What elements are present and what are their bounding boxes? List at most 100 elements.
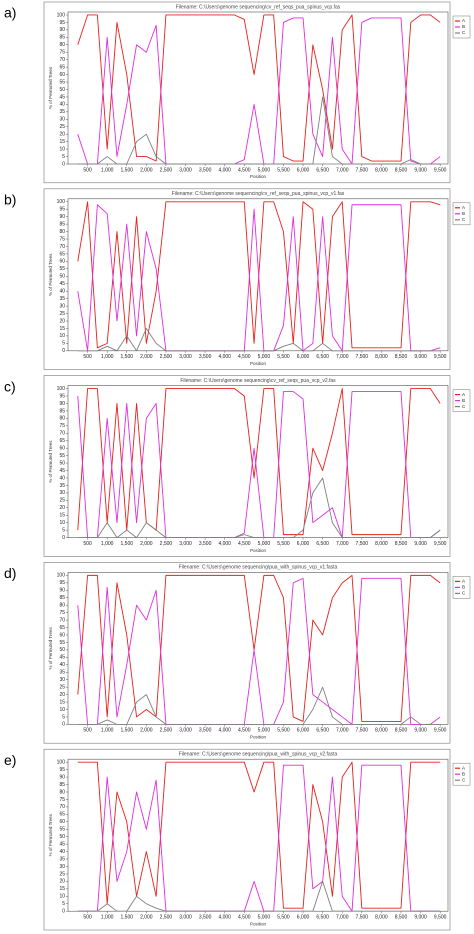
y-tick-label: 85: [59, 35, 65, 41]
y-axis-label: % of Permuted Trees: [48, 627, 53, 670]
panel-frame: [43, 375, 451, 557]
x-tick-label: 1,500: [121, 354, 134, 360]
panel: c) Filename: C:\Users\genome sequencing\c…: [4, 375, 471, 557]
x-tick-label: 5,000: [258, 915, 271, 921]
x-tick-label: 500: [83, 728, 92, 734]
chart-title: Filename: C:\Users\genome sequencing\cv_…: [180, 378, 336, 384]
x-tick-label: 8,500: [395, 915, 408, 921]
x-tick-label: 500: [83, 167, 92, 173]
y-tick-label: 15: [59, 886, 65, 892]
legend-label: A: [462, 765, 465, 770]
x-tick-label: 7,000: [336, 541, 349, 547]
y-tick-label: 40: [59, 662, 65, 668]
x-tick-label: 6,000: [297, 354, 310, 360]
y-tick-label: 15: [59, 326, 65, 332]
x-tick-label: 1,000: [101, 915, 114, 921]
x-tick-label: 2,500: [160, 541, 173, 547]
y-tick-label: 75: [59, 423, 65, 429]
chart-title: Filename: C:\Users\genome sequencing\pua…: [179, 752, 338, 758]
y-tick-label: 25: [59, 124, 65, 130]
panel: d) Filename: C:\Users\genome sequencing\p…: [4, 562, 471, 744]
y-tick-label: 80: [59, 416, 65, 422]
x-tick-label: 4,000: [218, 915, 231, 921]
y-tick-label: 60: [59, 259, 65, 265]
y-tick-label: 25: [59, 498, 65, 504]
y-tick-label: 85: [59, 408, 65, 414]
panel-frame: [43, 188, 451, 370]
y-tick-label: 90: [59, 27, 65, 33]
y-tick-label: 90: [59, 588, 65, 594]
x-tick-label: 7,000: [336, 354, 349, 360]
y-tick-label: 35: [59, 296, 65, 302]
x-tick-label: 9,500: [434, 541, 447, 547]
y-tick-label: 70: [59, 804, 65, 810]
x-tick-label: 2,000: [140, 354, 153, 360]
x-tick-label: 3,000: [179, 728, 192, 734]
x-tick-label: 3,500: [199, 915, 212, 921]
x-tick-label: 5,500: [277, 915, 290, 921]
y-tick-label: 15: [59, 513, 65, 519]
x-tick-label: 1,500: [121, 541, 134, 547]
y-tick-label: 10: [59, 894, 65, 900]
x-tick-label: 8,500: [395, 354, 408, 360]
y-tick-label: 85: [59, 782, 65, 788]
x-tick-label: 4,500: [238, 167, 251, 173]
panel-label: e): [4, 752, 16, 768]
x-tick-label: 6,000: [297, 728, 310, 734]
y-tick-label: 100: [57, 573, 66, 579]
x-axis-label: Position: [250, 361, 267, 366]
x-tick-label: 3,500: [199, 728, 212, 734]
legend-label: B: [462, 771, 465, 776]
panel-label: d): [4, 565, 16, 581]
y-tick-label: 65: [59, 625, 65, 631]
y-tick-label: 45: [59, 841, 65, 847]
x-tick-label: 1,000: [101, 354, 114, 360]
y-tick-label: 55: [59, 79, 65, 85]
y-tick-label: 10: [59, 707, 65, 713]
series-line: [77, 574, 441, 722]
chart-title: Filename: C:\Users\genome sequencing\cv_…: [172, 191, 345, 197]
panel-frame: [43, 562, 451, 744]
x-tick-label: 2,000: [140, 728, 153, 734]
x-tick-label: 4,000: [218, 541, 231, 547]
legend-label: A: [462, 18, 465, 23]
y-tick-label: 65: [59, 251, 65, 257]
y-axis-label: % of Permuted Trees: [48, 66, 53, 109]
y-tick-label: 45: [59, 655, 65, 661]
y-tick-label: 55: [59, 827, 65, 833]
x-tick-label: 7,000: [336, 167, 349, 173]
y-tick-label: 65: [59, 64, 65, 70]
x-tick-label: 6,500: [316, 541, 329, 547]
y-tick-label: 30: [59, 677, 65, 683]
y-tick-label: 95: [59, 207, 65, 213]
y-tick-label: 60: [59, 632, 65, 638]
y-tick-label: 20: [59, 879, 65, 885]
chart-title: Filename: C:\Users\genome sequencing\cv_…: [176, 4, 341, 10]
x-tick-label: 9,500: [434, 167, 447, 173]
x-tick-label: 8,500: [395, 728, 408, 734]
x-tick-label: 6,500: [316, 728, 329, 734]
x-tick-label: 5,500: [277, 354, 290, 360]
plot-area: [67, 758, 449, 912]
x-tick-label: 5,000: [258, 167, 271, 173]
y-tick-label: 50: [59, 647, 65, 653]
y-tick-label: 80: [59, 603, 65, 609]
x-tick-label: 7,500: [356, 541, 369, 547]
plot-area: [67, 385, 449, 538]
x-axis-label: Position: [250, 174, 267, 179]
y-tick-label: 85: [59, 221, 65, 227]
y-tick-label: 5: [62, 714, 65, 720]
y-tick-label: 35: [59, 856, 65, 862]
y-tick-label: 5: [62, 341, 65, 347]
panel: e) Filename: C:\Users\genome sequencing\p…: [4, 748, 471, 931]
series-line: [77, 880, 441, 912]
legend-label: C: [462, 777, 466, 782]
y-tick-label: 45: [59, 94, 65, 100]
y-tick-label: 95: [59, 20, 65, 26]
x-axis-label: Position: [250, 735, 267, 740]
x-tick-label: 6,000: [297, 541, 310, 547]
legend-label: B: [462, 24, 465, 29]
y-tick-label: 60: [59, 72, 65, 78]
y-tick-label: 10: [59, 333, 65, 339]
